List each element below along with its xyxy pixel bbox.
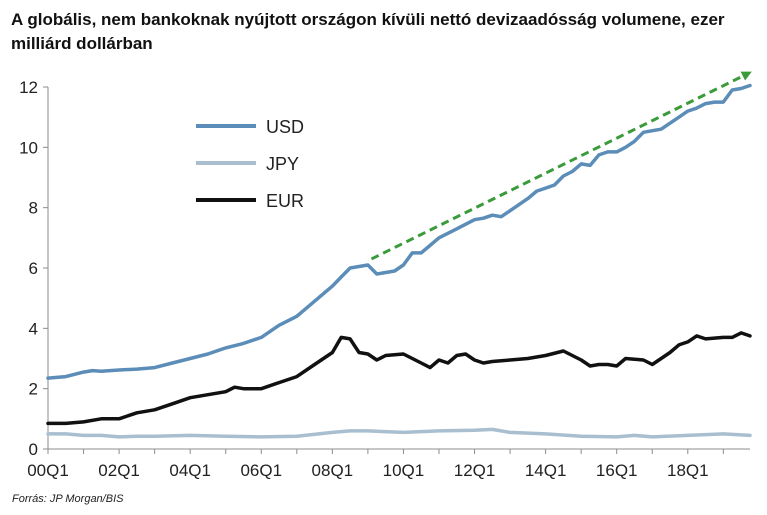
source-note: Forrás: JP Morgan/BIS — [12, 493, 124, 505]
chart-title: A globális, nem bankoknak nyújtott orszá… — [11, 10, 725, 53]
legend-label-eur: EUR — [266, 191, 304, 211]
y-tick-label: 8 — [29, 199, 38, 218]
x-tick-label: 10Q1 — [383, 461, 425, 480]
y-tick-label: 2 — [29, 380, 38, 399]
legend: USD JPY EUR — [196, 117, 304, 211]
series-layer — [46, 83, 752, 439]
y-tick-label: 4 — [29, 319, 38, 338]
trend-arrow — [370, 71, 752, 261]
x-tick-label: 08Q1 — [312, 461, 354, 480]
series-line-usd — [46, 83, 752, 380]
series-line-eur — [46, 331, 752, 426]
x-tick-label: 12Q1 — [454, 461, 496, 480]
legend-label-usd: USD — [266, 117, 304, 137]
series-line-jpy — [46, 427, 752, 439]
x-tick-label: 14Q1 — [525, 461, 567, 480]
axes: 0 2 4 6 8 10 12 00Q1 02Q1 04Q1 06Q1 08Q1 10Q1 12Q1 14Q… — [19, 78, 750, 480]
x-tick-label: 00Q1 — [27, 461, 69, 480]
x-tick-label: 04Q1 — [169, 461, 211, 480]
x-tick-label: 16Q1 — [596, 461, 638, 480]
y-tick-label: 10 — [19, 138, 38, 157]
y-tick-label: 0 — [29, 440, 38, 459]
x-tick-label: 06Q1 — [240, 461, 282, 480]
legend-label-jpy: JPY — [266, 154, 299, 174]
annotation-layer — [370, 71, 752, 261]
y-tick-label: 6 — [29, 259, 38, 278]
y-tick-label: 12 — [19, 78, 38, 97]
x-tick-label: 18Q1 — [667, 461, 709, 480]
x-tick-label: 02Q1 — [98, 461, 140, 480]
